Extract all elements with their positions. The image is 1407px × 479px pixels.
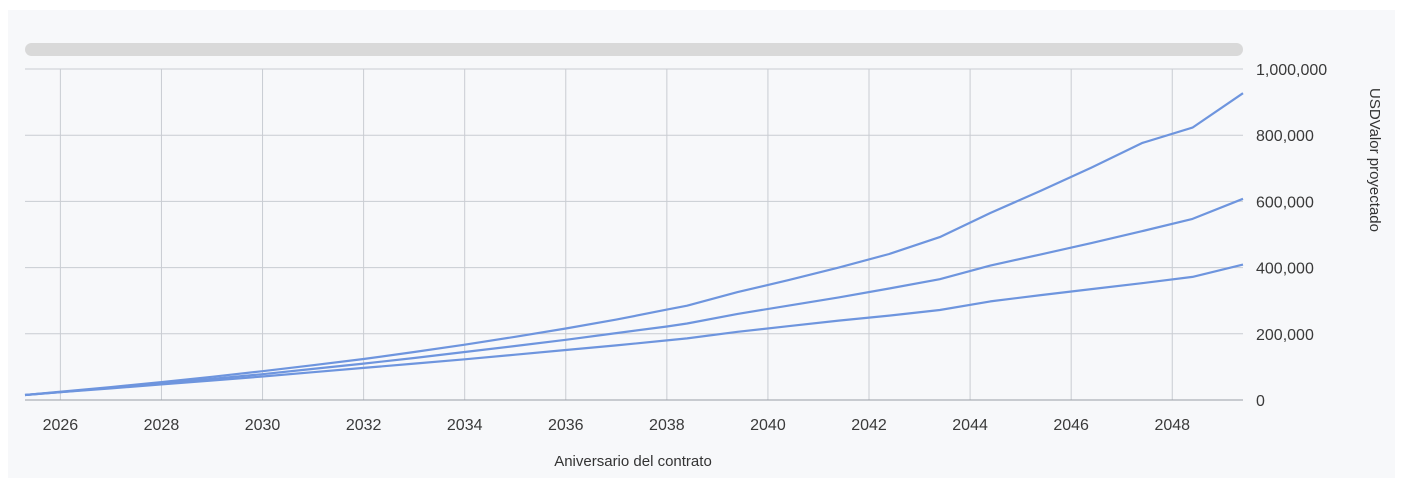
x-tick-label: 2030 (245, 417, 281, 434)
chart-scrollbar[interactable] (25, 43, 1243, 56)
series-line (24, 92, 1244, 397)
x-tick-label: 2026 (43, 417, 79, 434)
y-axis-title: USDValor proyectado (1366, 88, 1383, 232)
x-tick-label: 2036 (548, 417, 584, 434)
y-tick-label: 400,000 (1256, 261, 1314, 278)
tick-layer: 2026 2028 2030 2032 2034 2036 2038 2040 2042 2044… (43, 62, 1328, 434)
x-tick-label: 2034 (447, 417, 483, 434)
series-line (24, 263, 1244, 397)
y-tick-label: 0 (1256, 393, 1265, 410)
x-axis-title: Aniversario del contrato (554, 453, 712, 470)
series-line (24, 197, 1244, 397)
y-tick-label: 1,000,000 (1256, 62, 1327, 79)
x-tick-label: 2040 (750, 417, 786, 434)
x-tick-label: 2046 (1053, 417, 1089, 434)
x-tick-label: 2028 (144, 417, 180, 434)
x-tick-label: 2032 (346, 417, 382, 434)
y-tick-label: 600,000 (1256, 194, 1314, 211)
grid-layer (25, 68, 1243, 401)
y-tick-label: 200,000 (1256, 327, 1314, 344)
x-tick-label: 2042 (851, 417, 887, 434)
x-tick-label: 2044 (952, 417, 988, 434)
series-layer (24, 92, 1244, 397)
x-tick-label: 2048 (1154, 417, 1190, 434)
x-tick-label: 2038 (649, 417, 685, 434)
y-tick-label: 800,000 (1256, 128, 1314, 145)
